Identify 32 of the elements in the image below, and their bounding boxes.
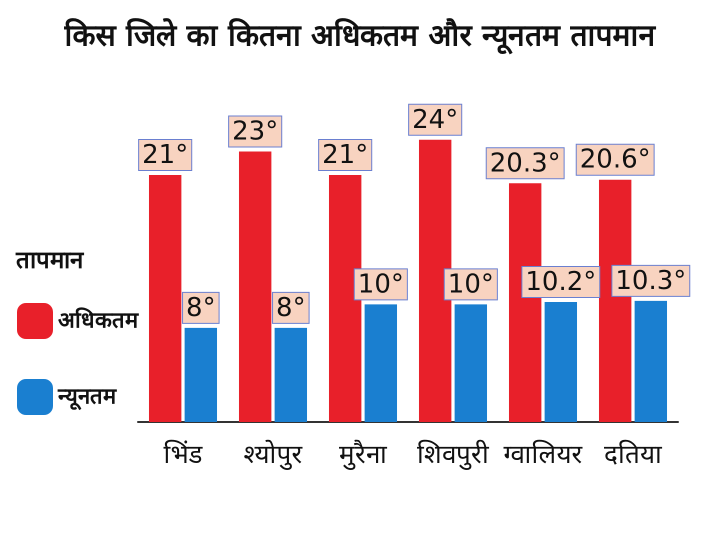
data-label: 20.3°	[490, 148, 561, 178]
data-label: 8°	[186, 292, 216, 323]
legend-title: तापमान	[15, 246, 85, 274]
bar	[634, 300, 668, 422]
chart-title: किस जिले का कितना अधिकतम और न्यूनतम तापमान	[63, 18, 657, 54]
bar	[454, 304, 488, 422]
data-label: 21°	[142, 140, 188, 170]
data-label: 10.3°	[615, 266, 686, 296]
bar	[148, 175, 182, 422]
bar	[418, 140, 452, 422]
x-tick-label: भिंड	[164, 439, 204, 470]
legend-label: न्यूनतम	[57, 384, 117, 410]
bar	[544, 302, 578, 422]
bar	[184, 328, 218, 422]
data-label: 10.2°	[525, 267, 596, 298]
bar	[328, 175, 362, 422]
x-tick-label: दतिया	[604, 439, 663, 470]
x-tick-label: शिवपुरी	[417, 439, 490, 470]
data-label: 24°	[412, 104, 458, 135]
x-tick-label: श्योपुर	[244, 439, 304, 470]
data-label: 23°	[232, 116, 278, 147]
x-tick-label: ग्वालियर	[504, 439, 584, 470]
bar	[274, 328, 308, 422]
data-label: 10°	[358, 269, 404, 300]
bar	[238, 152, 272, 422]
legend-label: अधिकतम	[58, 306, 139, 334]
bar	[364, 304, 398, 422]
data-label: 20.6°	[580, 144, 651, 175]
data-label: 21°	[322, 140, 368, 170]
data-label: 8°	[276, 292, 306, 323]
data-label: 10°	[448, 269, 494, 300]
x-tick-label: मुरैना	[339, 439, 388, 470]
